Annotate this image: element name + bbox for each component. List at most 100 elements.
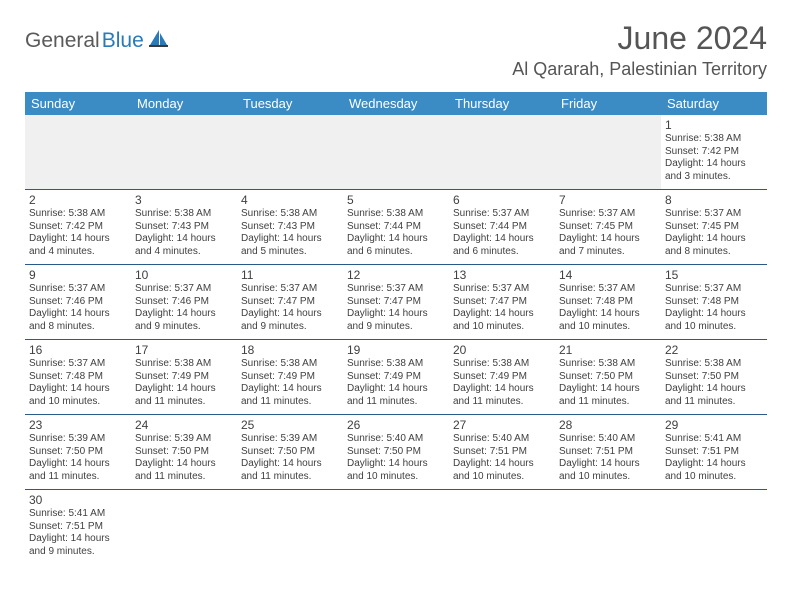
calendar-table: SundayMondayTuesdayWednesdayThursdayFrid… [25,92,767,564]
sunrise-text: Sunrise: 5:39 AM [29,433,127,446]
sunrise-text: Sunrise: 5:38 AM [135,358,233,371]
calendar-cell [449,490,555,565]
calendar-cell: 7Sunrise: 5:37 AMSunset: 7:45 PMDaylight… [555,190,661,265]
calendar-cell: 24Sunrise: 5:39 AMSunset: 7:50 PMDayligh… [131,415,237,490]
header: GeneralBlue June 2024 Al Qararah, Palest… [25,20,767,80]
calendar-cell: 17Sunrise: 5:38 AMSunset: 7:49 PMDayligh… [131,340,237,415]
daylight-text: Daylight: 14 hours and 4 minutes. [135,233,233,258]
day-number: 20 [453,343,551,357]
weekday-header: Saturday [661,92,767,115]
calendar-cell: 12Sunrise: 5:37 AMSunset: 7:47 PMDayligh… [343,265,449,340]
sunset-text: Sunset: 7:50 PM [347,446,445,459]
logo-text-general: General [25,29,100,53]
daylight-text: Daylight: 14 hours and 11 minutes. [559,383,657,408]
sunrise-text: Sunrise: 5:38 AM [665,358,763,371]
title-block: June 2024 Al Qararah, Palestinian Territ… [512,20,767,80]
sunrise-text: Sunrise: 5:37 AM [665,283,763,296]
day-number: 19 [347,343,445,357]
sunrise-text: Sunrise: 5:40 AM [559,433,657,446]
sunrise-text: Sunrise: 5:38 AM [453,358,551,371]
daylight-text: Daylight: 14 hours and 3 minutes. [665,158,763,183]
calendar-week: 1Sunrise: 5:38 AMSunset: 7:42 PMDaylight… [25,115,767,190]
sunrise-text: Sunrise: 5:37 AM [29,283,127,296]
calendar-week: 23Sunrise: 5:39 AMSunset: 7:50 PMDayligh… [25,415,767,490]
day-number: 23 [29,418,127,432]
weekday-header-row: SundayMondayTuesdayWednesdayThursdayFrid… [25,92,767,115]
sunrise-text: Sunrise: 5:39 AM [135,433,233,446]
day-number: 26 [347,418,445,432]
day-number: 25 [241,418,339,432]
day-number: 6 [453,193,551,207]
calendar-cell: 9Sunrise: 5:37 AMSunset: 7:46 PMDaylight… [25,265,131,340]
daylight-text: Daylight: 14 hours and 6 minutes. [453,233,551,258]
day-number: 7 [559,193,657,207]
daylight-text: Daylight: 14 hours and 9 minutes. [347,308,445,333]
calendar-week: 9Sunrise: 5:37 AMSunset: 7:46 PMDaylight… [25,265,767,340]
sunrise-text: Sunrise: 5:38 AM [665,133,763,146]
sunrise-text: Sunrise: 5:37 AM [559,283,657,296]
calendar-cell [343,115,449,190]
sunset-text: Sunset: 7:44 PM [453,221,551,234]
calendar-cell [555,115,661,190]
daylight-text: Daylight: 14 hours and 11 minutes. [29,458,127,483]
sunrise-text: Sunrise: 5:38 AM [347,208,445,221]
weekday-header: Thursday [449,92,555,115]
calendar-cell: 27Sunrise: 5:40 AMSunset: 7:51 PMDayligh… [449,415,555,490]
calendar-cell [661,490,767,565]
daylight-text: Daylight: 14 hours and 7 minutes. [559,233,657,258]
month-title: June 2024 [512,20,767,57]
daylight-text: Daylight: 14 hours and 10 minutes. [453,308,551,333]
calendar-cell: 21Sunrise: 5:38 AMSunset: 7:50 PMDayligh… [555,340,661,415]
sail-icon [148,28,170,53]
sunrise-text: Sunrise: 5:40 AM [347,433,445,446]
day-number: 14 [559,268,657,282]
sunrise-text: Sunrise: 5:41 AM [29,508,127,521]
sunset-text: Sunset: 7:50 PM [559,371,657,384]
sunrise-text: Sunrise: 5:37 AM [559,208,657,221]
sunset-text: Sunset: 7:45 PM [665,221,763,234]
day-number: 11 [241,268,339,282]
sunrise-text: Sunrise: 5:37 AM [347,283,445,296]
sunset-text: Sunset: 7:48 PM [559,296,657,309]
calendar-cell: 5Sunrise: 5:38 AMSunset: 7:44 PMDaylight… [343,190,449,265]
weekday-header: Monday [131,92,237,115]
sunset-text: Sunset: 7:49 PM [453,371,551,384]
daylight-text: Daylight: 14 hours and 10 minutes. [453,458,551,483]
sunrise-text: Sunrise: 5:39 AM [241,433,339,446]
day-number: 22 [665,343,763,357]
day-number: 1 [665,118,763,132]
day-number: 3 [135,193,233,207]
sunset-text: Sunset: 7:46 PM [29,296,127,309]
sunset-text: Sunset: 7:49 PM [347,371,445,384]
calendar-week: 2Sunrise: 5:38 AMSunset: 7:42 PMDaylight… [25,190,767,265]
day-number: 17 [135,343,233,357]
calendar-cell [237,115,343,190]
calendar-cell: 6Sunrise: 5:37 AMSunset: 7:44 PMDaylight… [449,190,555,265]
daylight-text: Daylight: 14 hours and 10 minutes. [665,458,763,483]
calendar-cell: 20Sunrise: 5:38 AMSunset: 7:49 PMDayligh… [449,340,555,415]
daylight-text: Daylight: 14 hours and 11 minutes. [241,383,339,408]
day-number: 28 [559,418,657,432]
sunrise-text: Sunrise: 5:40 AM [453,433,551,446]
daylight-text: Daylight: 14 hours and 8 minutes. [665,233,763,258]
sunset-text: Sunset: 7:49 PM [241,371,339,384]
weekday-header: Tuesday [237,92,343,115]
calendar-cell [131,490,237,565]
day-number: 29 [665,418,763,432]
sunrise-text: Sunrise: 5:37 AM [453,283,551,296]
daylight-text: Daylight: 14 hours and 10 minutes. [29,383,127,408]
day-number: 16 [29,343,127,357]
sunrise-text: Sunrise: 5:37 AM [135,283,233,296]
weekday-header: Sunday [25,92,131,115]
sunset-text: Sunset: 7:43 PM [135,221,233,234]
day-number: 13 [453,268,551,282]
sunset-text: Sunset: 7:51 PM [559,446,657,459]
daylight-text: Daylight: 14 hours and 11 minutes. [135,458,233,483]
calendar-cell: 11Sunrise: 5:37 AMSunset: 7:47 PMDayligh… [237,265,343,340]
sunset-text: Sunset: 7:48 PM [665,296,763,309]
daylight-text: Daylight: 14 hours and 10 minutes. [559,308,657,333]
logo: GeneralBlue [25,28,170,53]
sunrise-text: Sunrise: 5:37 AM [665,208,763,221]
sunrise-text: Sunrise: 5:38 AM [29,208,127,221]
daylight-text: Daylight: 14 hours and 9 minutes. [29,533,127,558]
